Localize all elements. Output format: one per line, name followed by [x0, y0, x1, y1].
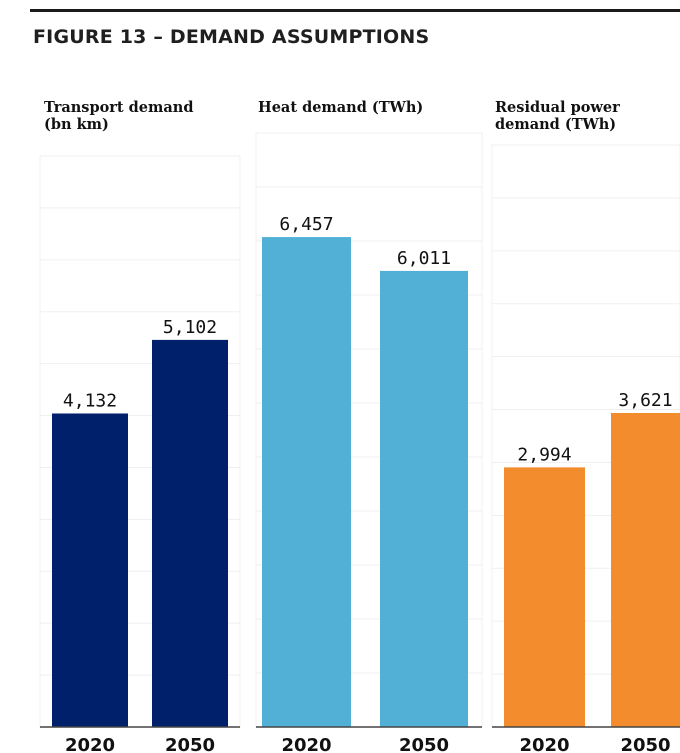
bar — [504, 467, 585, 727]
data-label: 4,132 — [63, 390, 117, 411]
panel-title-transport: Transport demand (bn km) — [44, 99, 194, 133]
chart-panel: 6,457 2020 6,011 2050 — [255, 132, 483, 753]
panel-title-heat: Heat demand (TWh) — [258, 99, 424, 116]
bar — [52, 413, 128, 727]
chart-panel: 2,994 2020 3,621 2050 — [491, 144, 680, 753]
data-label: 5,102 — [163, 317, 217, 338]
panel-title-residual: Residual power demand (TWh) — [495, 99, 620, 133]
bar — [152, 339, 228, 727]
data-label: 3,621 — [618, 390, 672, 411]
bar — [611, 413, 680, 727]
bar — [380, 270, 468, 727]
figure-title: FIGURE 13 – DEMAND ASSUMPTIONS — [33, 26, 430, 48]
chart-panel: 4,132 2020 5,102 2050 — [39, 155, 241, 753]
data-label: 2,994 — [517, 444, 571, 465]
x-tick-label: 2050 — [620, 735, 670, 753]
x-tick-label: 2020 — [281, 735, 331, 753]
x-tick-label: 2050 — [399, 735, 449, 753]
x-tick-label: 2020 — [65, 735, 115, 753]
bar — [262, 237, 351, 727]
x-tick-label: 2050 — [165, 735, 215, 753]
top-rule — [30, 9, 680, 12]
data-label: 6,457 — [279, 214, 333, 235]
x-tick-label: 2020 — [519, 735, 569, 753]
data-label: 6,011 — [397, 248, 451, 269]
